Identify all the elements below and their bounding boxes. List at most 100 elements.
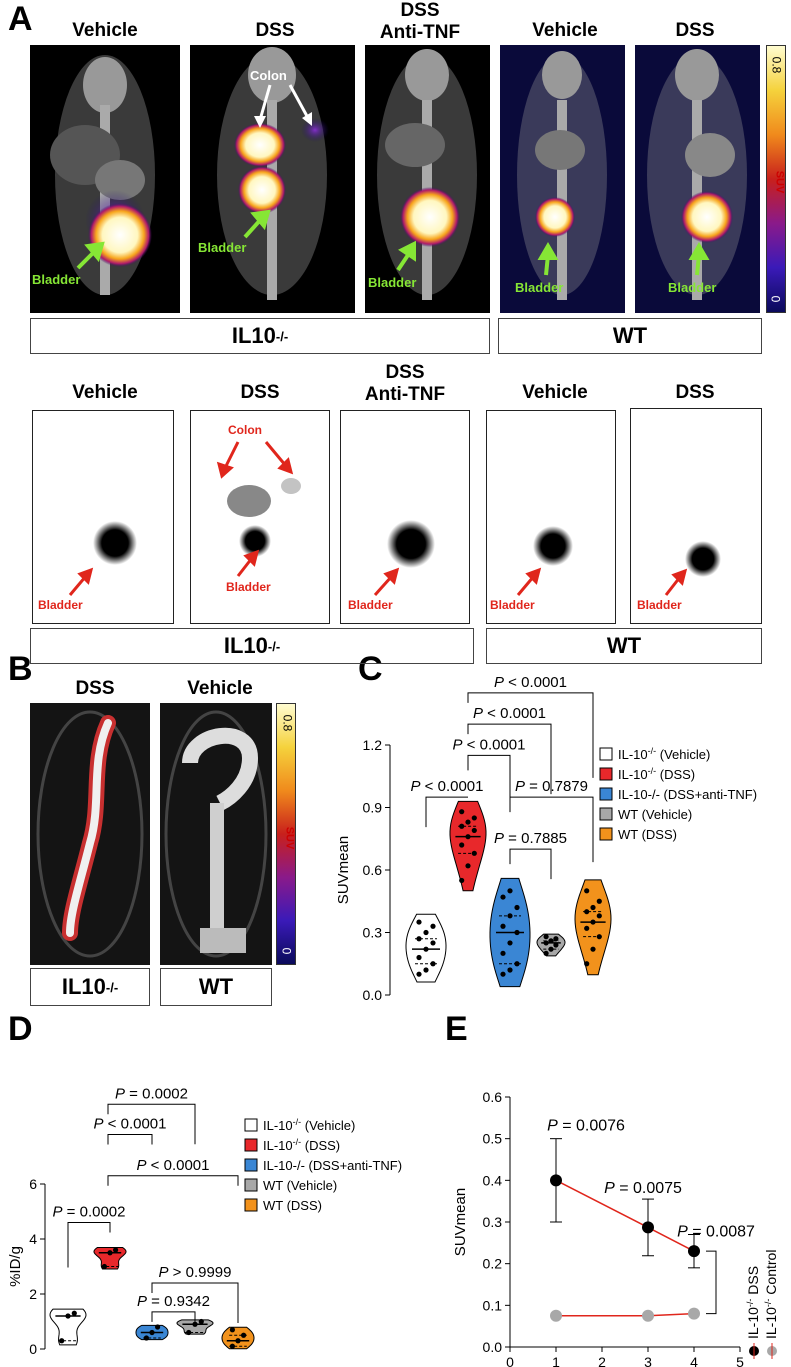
d-group-4-point	[241, 1332, 247, 1338]
c-legend-label-4: WT (DSS)	[618, 827, 677, 842]
gray-image-il10-dss-antitnf	[340, 410, 470, 624]
e-legend-label-0: IL-10-/- DSS	[745, 1266, 761, 1339]
c-cmp-4-bracket	[509, 796, 594, 863]
d-legend-swatch-2	[244, 1158, 258, 1172]
a-bottom-title-2: DSS	[240, 382, 280, 403]
e-legend-label-1: IL-10-/- Control	[763, 1250, 779, 1339]
e-series-1-point	[642, 1309, 654, 1322]
d-group-2-point	[149, 1329, 155, 1336]
a-top-title-4: Vehicle	[532, 20, 598, 41]
colorbar-b-min: 0	[279, 947, 294, 955]
b-group-il10: IL10 -/-	[30, 968, 150, 1006]
d-ytick-label: 0	[29, 1341, 37, 1357]
bladder-label-gray-5: Bladder	[637, 598, 682, 612]
c-group-3-violin	[536, 933, 566, 957]
pet-image-wt-vehicle	[500, 45, 625, 313]
c-group-2-point	[507, 940, 513, 946]
d-group-4-point	[229, 1327, 235, 1333]
c-group-1-point	[465, 863, 471, 869]
c-cmp-1-bracket	[467, 723, 552, 795]
d-cmp-0-label: P = 0.0002	[53, 1204, 126, 1221]
d-cmp-4-label: P > 0.9999	[159, 1264, 232, 1281]
c-group-4-point	[596, 898, 602, 904]
a-top-title-5: DSS	[675, 20, 715, 41]
d-group-3-point	[192, 1321, 198, 1327]
c-group-2-point	[514, 929, 520, 936]
d-group-1-point	[101, 1263, 107, 1270]
b-group-wt: WT	[160, 968, 272, 1006]
c-group-4-point	[584, 888, 590, 894]
a-top-title-3: DSS Anti-TNF	[379, 0, 461, 43]
e-series-1-point	[688, 1307, 700, 1320]
d-group-1-point	[113, 1247, 119, 1253]
c-legend-swatch-3	[599, 807, 613, 821]
c-legend-label-3: WT (Vehicle)	[618, 807, 692, 822]
e-xtick-label: 4	[690, 1354, 698, 1367]
d-legend-swatch-3	[244, 1178, 258, 1192]
c-group-0-point	[416, 936, 422, 942]
colon-label-pet: Colon	[250, 68, 287, 83]
e-p-0: P = 0.0076	[547, 1117, 625, 1134]
c-group-1-point	[465, 834, 471, 840]
e-xtick-label: 1	[552, 1354, 560, 1367]
e-series-1-line	[556, 1312, 695, 1317]
pet-image-wt-dss	[635, 45, 760, 313]
c-ylabel: SUVmean	[335, 836, 352, 904]
d-ylabel: %ID/g	[7, 1246, 24, 1287]
a-bottom-title-1: Vehicle	[72, 382, 138, 403]
c-group-3-point	[548, 938, 554, 944]
d-ytick-label: 6	[29, 1176, 37, 1192]
c-group-0-point	[416, 919, 422, 925]
chart-e: 0.00.10.20.30.40.50.6012345Time (wk)SUVm…	[452, 1089, 779, 1367]
c-group-0-point	[430, 923, 436, 929]
e-series-0-point	[642, 1221, 654, 1234]
e-ytick-label: 0.4	[483, 1172, 503, 1188]
e-xtick-label: 0	[506, 1354, 514, 1367]
c-group-4-point	[590, 919, 596, 925]
d-cmp-1-label: P < 0.0001	[94, 1116, 167, 1133]
d-ytick-label: 2	[29, 1286, 37, 1302]
e-series-0-point	[688, 1245, 700, 1258]
d-legend-label-0: IL-10-/- (Vehicle)	[263, 1117, 355, 1133]
colon-label-gray: Colon	[228, 423, 262, 437]
colon-image-il10-dss	[30, 703, 150, 965]
e-ytick-label: 0.6	[483, 1089, 503, 1105]
group-il10-top: IL10 -/-	[30, 318, 490, 354]
d-cmp-2-label: P < 0.0001	[137, 1157, 210, 1174]
c-group-4-point	[590, 904, 596, 911]
c-legend-swatch-2	[599, 787, 613, 801]
d-group-0-point	[65, 1313, 71, 1319]
gray-image-il10-dss	[190, 410, 330, 624]
c-group-2-point	[500, 894, 506, 900]
c-cmp-4-label: P = 0.7879	[515, 778, 588, 795]
c-group-4-point	[590, 946, 596, 952]
e-ylabel: SUVmean	[452, 1188, 469, 1256]
c-group-0-point	[416, 971, 422, 977]
red-arrows-gray	[68, 441, 688, 597]
gray-image-il10-vehicle	[32, 410, 174, 624]
c-cmp-5-bracket	[509, 848, 552, 880]
c-group-3-point	[553, 936, 559, 942]
c-cmp-1-label: P < 0.0001	[473, 705, 546, 722]
c-legend-swatch-1	[599, 767, 613, 781]
d-group-3-point	[186, 1329, 192, 1336]
e-xtick-label: 5	[736, 1354, 744, 1367]
colorbar-b-label: SUV	[283, 826, 296, 850]
e-ytick-label: 0.2	[483, 1256, 503, 1272]
chart-d: 0 2 4 6 %ID/g P = 0.0002 P < 0.0001 P < 0.0001 P…	[7, 1085, 402, 1357]
gray-image-wt-dss	[630, 408, 762, 624]
d-cmp-5-label: P = 0.9342	[137, 1293, 210, 1310]
e-xtick-label: 3	[644, 1354, 652, 1367]
a-top-title-2: DSS	[255, 20, 295, 41]
c-group-1-point	[459, 809, 465, 815]
c-cmp-3-bracket	[467, 692, 594, 778]
d-cmp-4-bracket	[151, 1282, 239, 1323]
d-legend-label-3: WT (Vehicle)	[263, 1178, 337, 1193]
c-group-2-point	[507, 888, 513, 894]
d-group-4-point	[235, 1338, 241, 1344]
b-title-dss: DSS	[75, 678, 115, 699]
bladder-label-pet-5: Bladder	[668, 280, 717, 295]
c-ytick-label: 0.3	[363, 925, 383, 941]
c-ytick-label: 0.6	[363, 862, 383, 878]
c-group-0-point	[416, 954, 422, 961]
